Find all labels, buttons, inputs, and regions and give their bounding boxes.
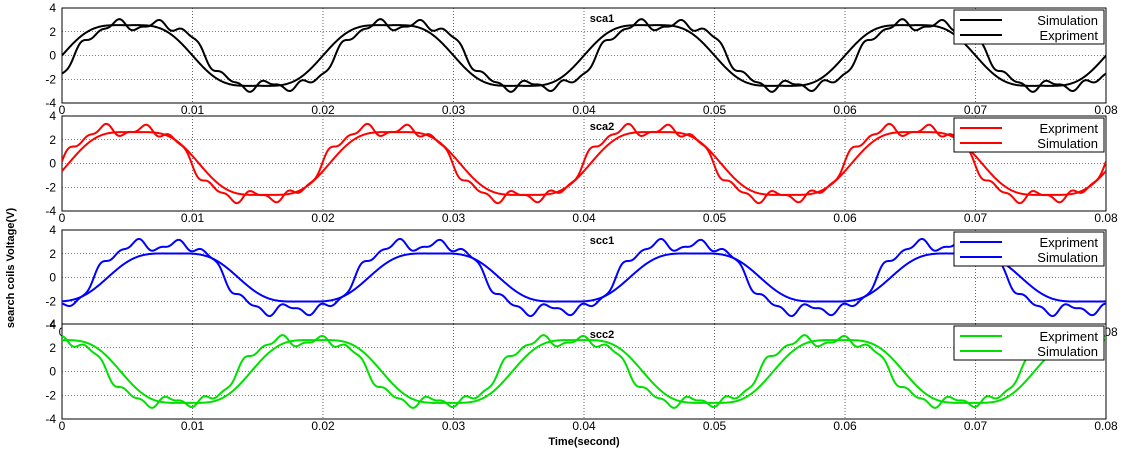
y-tick-label: 4 — [49, 317, 56, 331]
legend-box — [953, 9, 1105, 45]
panel-title: sca2 — [590, 121, 614, 133]
x-tick-label: 0.04 — [572, 419, 596, 433]
legend-entry: Simulation — [1037, 13, 1098, 28]
y-tick-label: -2 — [45, 72, 56, 86]
x-tick-label: 0.02 — [311, 419, 335, 433]
x-tick-label: 0.03 — [442, 419, 466, 433]
x-tick-label: 0.05 — [703, 211, 727, 225]
legend-entry: Simulation — [1037, 250, 1098, 265]
x-tick-label: 0 — [59, 419, 66, 433]
panel-scc2: 0 0.01 0.02 0.03 0.04 0.05 0.06 0.07 0.08 -4 -2 0 2 4… — [45, 317, 1118, 433]
legend-entry: Expriment — [1039, 235, 1098, 250]
x-tick-label: 0.03 — [442, 211, 466, 225]
series-line-simulation — [62, 252, 1106, 303]
panel-title: scc2 — [590, 329, 614, 341]
x-tick-label: 0.01 — [181, 211, 205, 225]
x-tick-label: 0 — [59, 211, 66, 225]
legend-entry: Expriment — [1039, 28, 1098, 43]
y-tick-label: 4 — [49, 109, 56, 123]
x-tick-label: 0.04 — [572, 103, 596, 117]
x-tick-label: 0.08 — [1094, 211, 1118, 225]
x-tick-label: 0.05 — [703, 103, 727, 117]
y-tick-label: 0 — [49, 271, 56, 285]
panels: 0 0.01 0.02 0.03 0.04 0.05 0.06 0.07 0.08 -4 -2 0 2 4… — [45, 1, 1118, 433]
legend-entry: Expriment — [1039, 121, 1098, 136]
y-tick-label: 0 — [49, 365, 56, 379]
legend-box — [953, 325, 1105, 361]
y-tick-label: 4 — [49, 1, 56, 15]
legend-entry: Expriment — [1039, 329, 1098, 344]
panel-sca1: 0 0.01 0.02 0.03 0.04 0.05 0.06 0.07 0.08 -4 -2 0 2 4… — [45, 1, 1118, 117]
panel-title: scc1 — [590, 235, 614, 247]
panel-scc1: 00.010.020.030.040.050.060.070.08-4-2024… — [45, 223, 1118, 339]
x-tick-label: 0.02 — [311, 103, 335, 117]
legend-box — [953, 231, 1105, 267]
y-tick-label: 2 — [49, 133, 56, 147]
y-tick-label: 4 — [49, 223, 56, 237]
y-tick-label: 0 — [49, 49, 56, 63]
x-tick-label: 0.01 — [181, 103, 205, 117]
x-tick-label: 0.02 — [311, 211, 335, 225]
y-tick-label: -4 — [45, 318, 56, 332]
y-tick-label: -4 — [45, 204, 56, 218]
x-tick-label: 0.07 — [964, 211, 988, 225]
y-axis-label: search coils Voltage(V) — [5, 208, 17, 329]
x-tick-label: 0.01 — [181, 419, 205, 433]
x-tick-label: 0.05 — [703, 419, 727, 433]
panel-sca2: 0 0.01 0.02 0.03 0.04 0.05 0.06 0.07 0.08 -4 -2 0 2 4… — [45, 109, 1118, 225]
series-line-expriment — [62, 122, 1106, 205]
x-axis-label: Time(second) — [548, 436, 620, 448]
y-tick-label: 2 — [49, 247, 56, 261]
x-tick-label: 0.03 — [442, 103, 466, 117]
series-line-simulation — [62, 131, 1106, 196]
x-tick-label: 0.07 — [964, 103, 988, 117]
x-tick-label: 0.07 — [964, 419, 988, 433]
series-line-simulation — [62, 339, 1106, 404]
series-line-expriment — [62, 334, 1106, 409]
x-tick-label: 0.06 — [833, 211, 857, 225]
x-tick-label: 0.08 — [1094, 103, 1118, 117]
y-tick-label: 2 — [49, 341, 56, 355]
legend-box — [953, 117, 1105, 153]
y-tick-label: -2 — [45, 180, 56, 194]
x-tick-label: 0.06 — [833, 419, 857, 433]
legend-entry: Simulation — [1037, 136, 1098, 151]
series-line-expriment — [62, 237, 1106, 318]
panel-title: sca1 — [590, 13, 614, 25]
x-tick-label: 0.08 — [1094, 419, 1118, 433]
y-tick-label: 2 — [49, 25, 56, 39]
x-tick-label: 0 — [59, 103, 66, 117]
x-tick-label: 0.06 — [833, 103, 857, 117]
x-tick-label: 0.04 — [572, 211, 596, 225]
y-tick-label: -2 — [45, 294, 56, 308]
series-line-expriment — [62, 18, 1106, 93]
legend-entry: Simulation — [1037, 344, 1098, 359]
y-tick-label: -4 — [45, 96, 56, 110]
y-tick-label: -4 — [45, 412, 56, 426]
y-tick-label: -2 — [45, 388, 56, 402]
y-tick-label: 0 — [49, 157, 56, 171]
